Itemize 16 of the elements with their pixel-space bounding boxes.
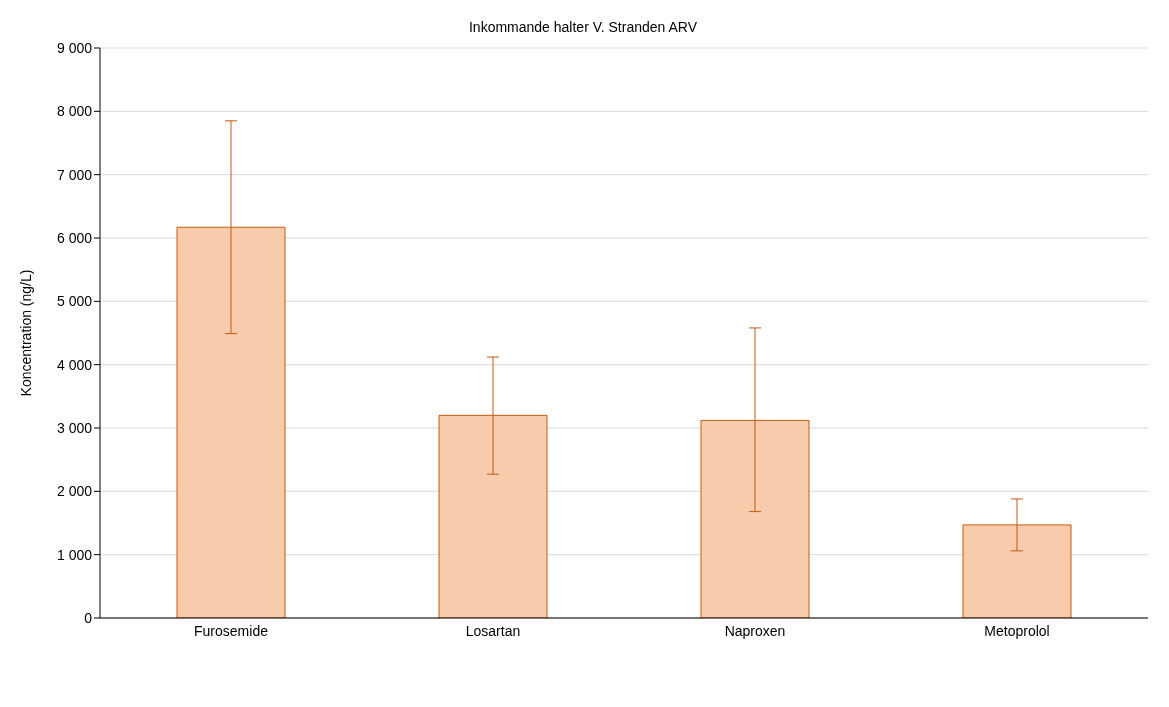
y-tick-label: 1 000 — [56, 546, 93, 563]
y-tick-label: 3 000 — [56, 419, 93, 436]
x-tick-label: Losartan — [465, 622, 521, 639]
y-tick-label: 9 000 — [56, 39, 93, 56]
y-tick-label: 8 000 — [56, 103, 93, 120]
y-tick-label: 2 000 — [56, 483, 93, 500]
y-tick-label: 4 000 — [56, 356, 93, 373]
x-tick-label: Naproxen — [724, 622, 786, 639]
y-tick-label: 6 000 — [56, 229, 93, 246]
chart-title: Inkommande halter V. Stranden ARV — [468, 19, 698, 35]
y-tick-label: 5 000 — [56, 293, 93, 310]
y-axis-title: Koncentration (ng/L) — [17, 269, 34, 397]
y-tick-label: 7 000 — [56, 166, 93, 183]
y-tick-label: 0 — [84, 609, 93, 626]
x-tick-label: Furosemide — [194, 622, 269, 639]
x-tick-label: Metoprolol — [984, 622, 1050, 639]
